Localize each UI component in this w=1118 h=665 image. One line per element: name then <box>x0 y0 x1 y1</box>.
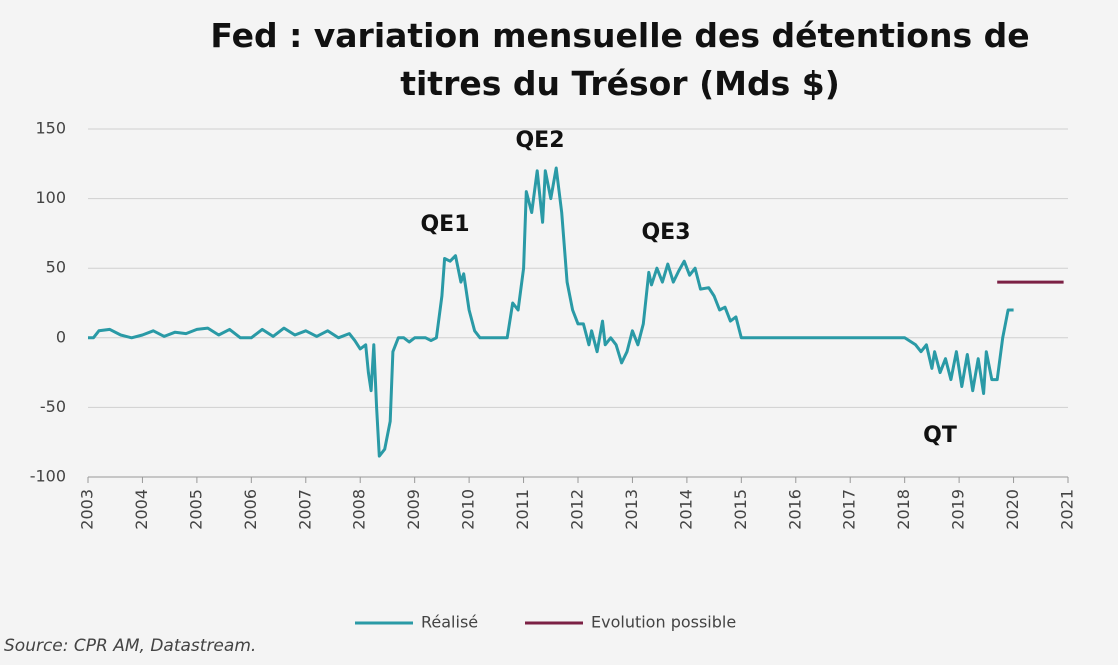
x-tick-label: 2011 <box>513 489 532 530</box>
x-tick-label: 2018 <box>894 489 913 530</box>
x-tick-label: 2015 <box>731 489 750 530</box>
annotation: QE3 <box>641 220 690 245</box>
x-tick-label: 2020 <box>1003 489 1022 530</box>
line-series <box>88 166 1014 458</box>
x-tick-label: 2021 <box>1058 489 1077 530</box>
x-tick-label: 2014 <box>676 489 695 530</box>
annotation: QE1 <box>420 212 469 237</box>
annotation: QE2 <box>515 128 564 153</box>
x-tick-label: 2005 <box>186 489 205 530</box>
y-tick-label: 150 <box>35 119 66 138</box>
x-tick-label: 2017 <box>840 489 859 530</box>
y-tick-label: 50 <box>46 258 66 277</box>
x-tick-label: 2003 <box>78 489 97 530</box>
x-tick-label: 2006 <box>241 489 260 530</box>
y-tick-label: 100 <box>35 188 66 207</box>
x-tick-label: 2004 <box>132 489 151 530</box>
x-tick-label: 2019 <box>949 489 968 530</box>
y-tick-label: -50 <box>40 397 66 416</box>
x-tick-label: 2012 <box>568 489 587 530</box>
annotation: QT <box>923 423 957 448</box>
legend-label: Evolution possible <box>591 613 736 632</box>
x-tick-label: 2010 <box>459 489 478 530</box>
x-tick-label: 2013 <box>622 489 641 530</box>
source: Source: CPR AM, Datastream. <box>4 636 257 656</box>
y-tick-label: 0 <box>56 327 66 346</box>
x-tick-label: 2008 <box>350 489 369 530</box>
legend-label: Réalisé <box>421 613 478 632</box>
x-tick-label: 2016 <box>785 489 804 530</box>
chart-title: Fed : variation mensuelle des détentions… <box>210 16 1030 103</box>
x-tick-label: 2009 <box>404 489 423 530</box>
x-tick-label: 2007 <box>295 489 314 530</box>
y-tick-label: -100 <box>30 467 66 486</box>
